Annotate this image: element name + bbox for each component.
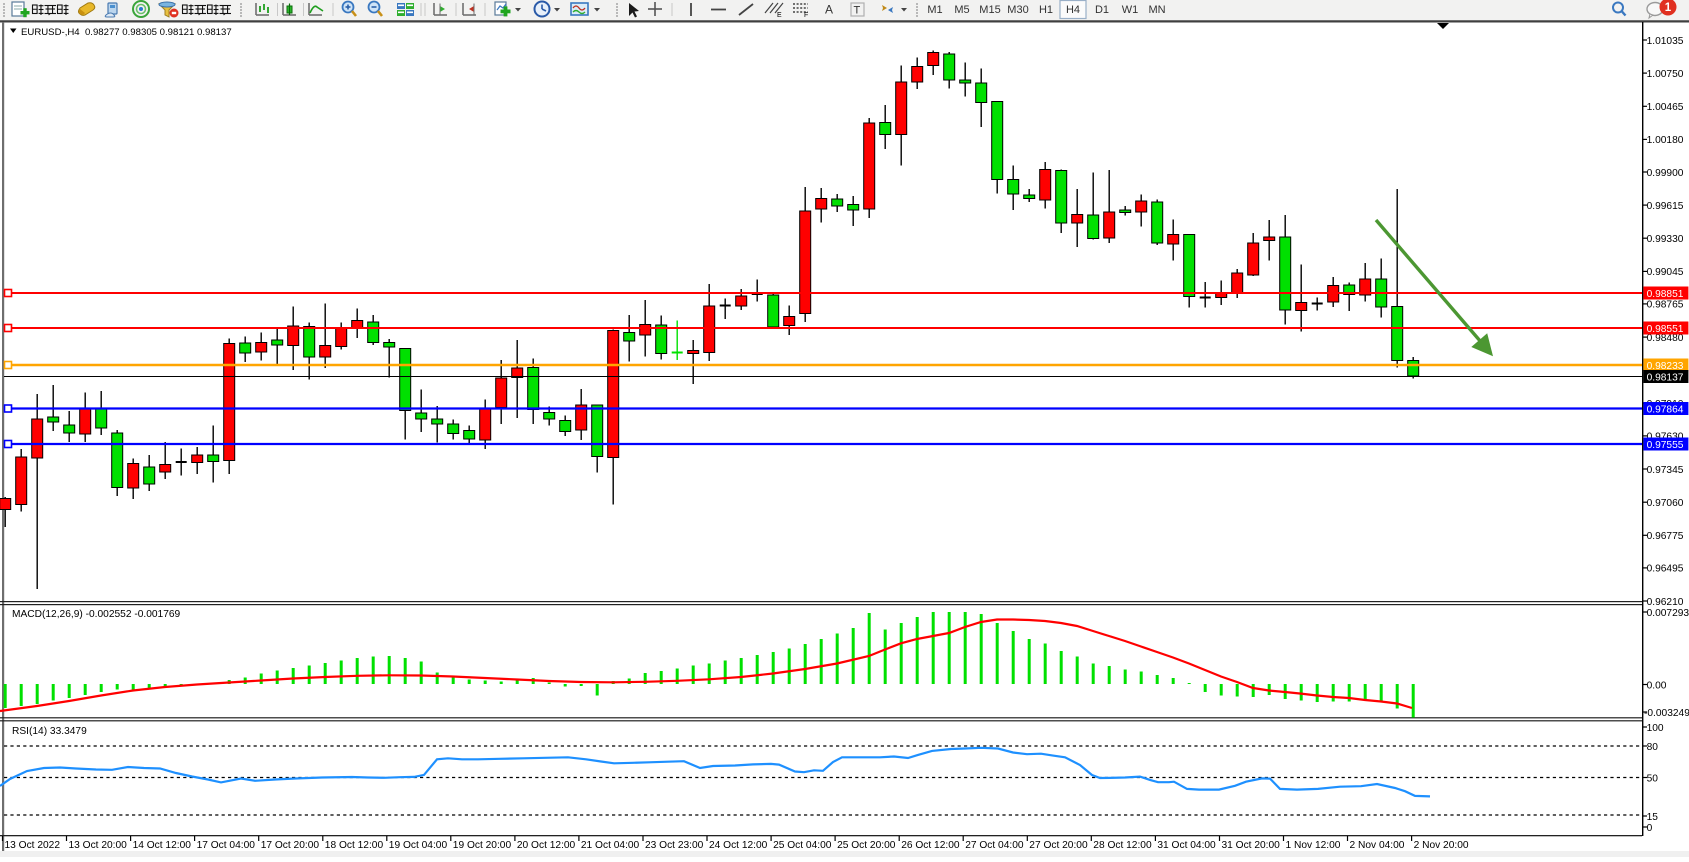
svg-text:0.98233: 0.98233 <box>1647 361 1684 372</box>
svg-text:M15: M15 <box>979 4 1000 16</box>
svg-text:17 Oct 20:00: 17 Oct 20:00 <box>261 840 320 851</box>
svg-text:0.007293: 0.007293 <box>1647 608 1689 619</box>
svg-text:27 Oct 20:00: 27 Oct 20:00 <box>1029 840 1088 851</box>
svg-text:1 Nov 12:00: 1 Nov 12:00 <box>1286 840 1341 851</box>
svg-text:F: F <box>804 12 808 19</box>
svg-text:27 Oct 04:00: 27 Oct 04:00 <box>965 840 1024 851</box>
svg-text:31 Oct 04:00: 31 Oct 04:00 <box>1157 840 1216 851</box>
svg-text:2 Nov 20:00: 2 Nov 20:00 <box>1414 840 1469 851</box>
svg-text:M1: M1 <box>927 4 942 16</box>
svg-text:23 Oct 23:00: 23 Oct 23:00 <box>645 840 704 851</box>
svg-text:25 Oct 20:00: 25 Oct 20:00 <box>837 840 896 851</box>
svg-text:MACD(12,26,9) -0.002552 -0.001: MACD(12,26,9) -0.002552 -0.001769 <box>12 609 181 620</box>
svg-text:MN: MN <box>1148 4 1165 16</box>
svg-text:0: 0 <box>1647 823 1653 834</box>
svg-text:0.96210: 0.96210 <box>1647 597 1684 608</box>
svg-text:1.00180: 1.00180 <box>1647 135 1684 146</box>
svg-text:0.98551: 0.98551 <box>1647 324 1684 335</box>
svg-text:-0.003249: -0.003249 <box>1644 708 1689 719</box>
svg-text:0.98765: 0.98765 <box>1647 300 1684 311</box>
svg-text:0.99330: 0.99330 <box>1647 234 1684 245</box>
svg-text:A: A <box>825 3 833 17</box>
svg-text:D1: D1 <box>1095 4 1109 16</box>
svg-text:H4: H4 <box>1066 4 1080 16</box>
svg-text:M5: M5 <box>954 4 969 16</box>
svg-text:0.00: 0.00 <box>1647 680 1667 691</box>
svg-text:50: 50 <box>1647 773 1659 784</box>
svg-text:W1: W1 <box>1122 4 1139 16</box>
svg-text:0.98851: 0.98851 <box>1647 289 1684 300</box>
svg-text:0.97555: 0.97555 <box>1647 440 1684 451</box>
svg-text:17 Oct 04:00: 17 Oct 04:00 <box>197 840 256 851</box>
svg-text:0.96495: 0.96495 <box>1647 564 1684 575</box>
svg-text:13 Oct 20:00: 13 Oct 20:00 <box>69 840 128 851</box>
svg-text:H1: H1 <box>1039 4 1053 16</box>
svg-text:0.99900: 0.99900 <box>1647 168 1684 179</box>
svg-text:0.97345: 0.97345 <box>1647 465 1684 476</box>
svg-text:1.00750: 1.00750 <box>1647 69 1684 80</box>
svg-text:19 Oct 04:00: 19 Oct 04:00 <box>389 840 448 851</box>
svg-text:31 Oct 20:00: 31 Oct 20:00 <box>1222 840 1281 851</box>
svg-text:M30: M30 <box>1007 4 1028 16</box>
svg-text:1.00465: 1.00465 <box>1647 102 1684 113</box>
svg-text:80: 80 <box>1647 742 1659 753</box>
svg-text:T: T <box>854 5 861 17</box>
svg-text:19 Oct 20:00: 19 Oct 20:00 <box>453 840 512 851</box>
svg-text:EURUSD-,H4 0.98277 0.98305 0.: EURUSD-,H4 0.98277 0.98305 0.98121 0.981… <box>21 27 232 38</box>
svg-text:13 Oct 2022: 13 Oct 2022 <box>5 840 61 851</box>
svg-text:24 Oct 12:00: 24 Oct 12:00 <box>709 840 768 851</box>
svg-text:28 Oct 12:00: 28 Oct 12:00 <box>1093 840 1152 851</box>
svg-text:0.96775: 0.96775 <box>1647 531 1684 542</box>
svg-text:0.99045: 0.99045 <box>1647 267 1684 278</box>
svg-text:15: 15 <box>1647 812 1659 823</box>
svg-text:0.97864: 0.97864 <box>1647 404 1684 415</box>
svg-text:0.97060: 0.97060 <box>1647 498 1684 509</box>
svg-text:1: 1 <box>1665 2 1672 14</box>
svg-text:RSI(14) 33.3479: RSI(14) 33.3479 <box>12 726 87 737</box>
svg-text:18 Oct 12:00: 18 Oct 12:00 <box>325 840 384 851</box>
svg-text:E: E <box>777 12 782 19</box>
svg-text:26 Oct 12:00: 26 Oct 12:00 <box>901 840 960 851</box>
svg-text:14 Oct 12:00: 14 Oct 12:00 <box>133 840 192 851</box>
svg-text:0.98137: 0.98137 <box>1647 372 1684 383</box>
svg-text:100: 100 <box>1647 723 1664 734</box>
svg-text:0.99615: 0.99615 <box>1647 201 1684 212</box>
svg-text:0.97630: 0.97630 <box>1647 432 1684 443</box>
svg-text:2 Nov 04:00: 2 Nov 04:00 <box>1350 840 1405 851</box>
svg-text:1.01035: 1.01035 <box>1647 36 1684 47</box>
svg-text:25 Oct 04:00: 25 Oct 04:00 <box>773 840 832 851</box>
svg-text:20 Oct 12:00: 20 Oct 12:00 <box>517 840 576 851</box>
svg-text:0.98480: 0.98480 <box>1647 333 1684 344</box>
svg-text:21 Oct 04:00: 21 Oct 04:00 <box>581 840 640 851</box>
